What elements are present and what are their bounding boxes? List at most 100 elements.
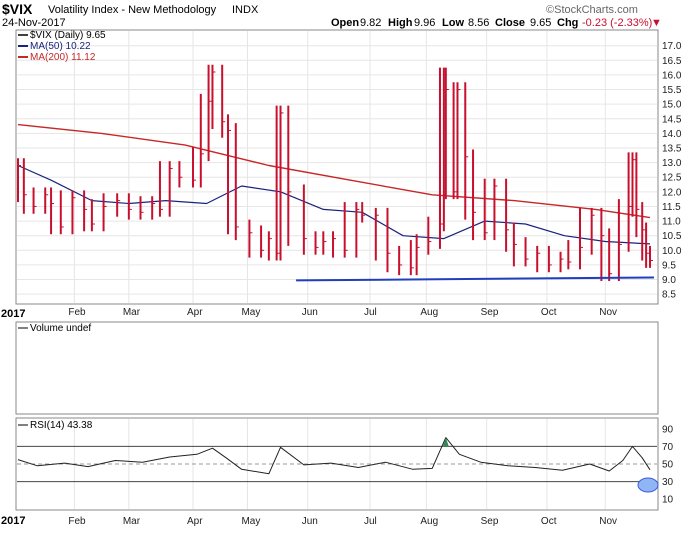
- price-ytick-label: 10.5: [662, 231, 682, 242]
- ma200-line: [17, 123, 651, 219]
- month-label-apr: Apr: [187, 307, 203, 318]
- price-bar: [50, 187, 55, 235]
- price-ytick-label: 12.5: [662, 173, 682, 184]
- price-bar: [512, 222, 517, 267]
- price-bar: [427, 216, 432, 255]
- open-label: Open: [331, 17, 359, 29]
- price-bar: [322, 231, 327, 255]
- price-ytick-label: 15.0: [662, 100, 682, 111]
- price-bar: [641, 202, 646, 261]
- legend-ma200: MA(200) 11.12: [30, 52, 96, 63]
- price-bar: [374, 207, 379, 261]
- price-grid: [17, 31, 657, 303]
- price-ytick-label: 12.0: [662, 187, 682, 198]
- price-bar: [267, 231, 272, 261]
- rsi-label: RSI(14) 43.38: [30, 420, 93, 431]
- price-ytick-label: 16.0: [662, 70, 682, 81]
- price-bar: [139, 196, 144, 220]
- price-bar: [386, 207, 391, 273]
- rsi-ytick-label: 70: [662, 442, 674, 453]
- price-bar: [275, 105, 280, 261]
- price-bar: [22, 158, 27, 214]
- volume-panel-frame: [15, 321, 659, 415]
- rsi-ytick-label: 50: [662, 460, 674, 471]
- close-label: Close: [495, 17, 525, 29]
- price-bar: [207, 64, 212, 162]
- price-bar: [649, 245, 653, 268]
- price-ytick-label: 17.0: [662, 41, 682, 52]
- price-bar: [464, 82, 469, 220]
- chg-value: -0.23 (-2.33%): [582, 17, 652, 29]
- price-bar: [102, 193, 107, 232]
- price-bar: [260, 225, 265, 258]
- price-bar: [192, 146, 197, 188]
- price-bar: [17, 158, 21, 203]
- price-bars-layer: [17, 64, 653, 281]
- high-label: High: [388, 17, 413, 29]
- rsi-ytick-label: 30: [662, 477, 674, 488]
- price-bar: [635, 152, 640, 238]
- rsi-panel: 10 30 50 70 90 RSI(14) 43.38: [15, 417, 674, 511]
- price-bar: [332, 231, 337, 258]
- volume-panel: Volume undef: [15, 321, 659, 415]
- price-bar: [567, 240, 572, 270]
- index-name: Volatility Index - New Methodology: [48, 4, 217, 16]
- price-ytick-label: 9.0: [662, 275, 676, 286]
- price-ytick-label: 9.5: [662, 260, 676, 271]
- high-value: 9.96: [414, 17, 435, 29]
- price-bar: [127, 193, 132, 220]
- price-bar: [178, 161, 183, 188]
- price-bar: [355, 202, 360, 258]
- price-bar: [343, 202, 348, 258]
- month-label-sep: Sep: [481, 307, 499, 318]
- price-panel: 8.5 9.0 9.5 10.0 10.5 11.0 11.5 12.0 12.5 13.0 13.…: [15, 29, 682, 305]
- chg-label: Chg: [557, 17, 578, 29]
- month-label-may: May: [241, 307, 260, 318]
- rsi-line: [17, 437, 651, 475]
- price-bar: [524, 237, 529, 267]
- price-bar: [590, 207, 595, 255]
- chart-date: 24-Nov-2017: [2, 17, 66, 29]
- month-label-aug: Aug: [420, 307, 438, 318]
- price-legend: $VIX (Daily) 9.65 MA(50) 10.22 MA(200) 1…: [18, 30, 106, 63]
- price-panel-frame: [15, 29, 659, 305]
- rsi-highlight-marker: [637, 477, 659, 493]
- chg-down-icon: ▼: [651, 17, 662, 29]
- price-bar: [287, 105, 292, 246]
- month-label-mar: Mar: [123, 516, 141, 527]
- price-bar: [279, 105, 284, 261]
- low-value: 8.56: [468, 17, 489, 29]
- price-bar: [32, 187, 37, 214]
- price-bar: [452, 82, 457, 200]
- price-bar: [71, 190, 76, 235]
- support-line: [296, 276, 655, 282]
- rsi-grid: [17, 419, 657, 509]
- price-bar: [234, 123, 239, 241]
- price-ytick-label: 14.5: [662, 114, 682, 125]
- price-bar: [314, 231, 319, 255]
- watermark: ©StockCharts.com: [546, 4, 638, 16]
- price-ytick-label: 13.0: [662, 158, 682, 169]
- price-bar: [44, 187, 49, 214]
- month-label-apr: Apr: [187, 516, 203, 527]
- price-bar: [617, 199, 622, 281]
- price-bar: [505, 178, 510, 252]
- rsi-overbought-fill: [442, 437, 449, 447]
- price-bar: [116, 193, 121, 217]
- month-label-jul: Jul: [364, 307, 377, 318]
- open-value: 9.82: [360, 17, 381, 29]
- price-bar: [608, 228, 613, 281]
- exchange-label: INDX: [232, 4, 259, 16]
- price-bar: [559, 251, 564, 273]
- month-label-feb: Feb: [68, 307, 86, 318]
- month-label-sep: Sep: [481, 516, 499, 527]
- price-ytick-label: 15.5: [662, 85, 682, 96]
- price-bar: [415, 234, 420, 276]
- price-ytick-label: 8.5: [662, 290, 676, 301]
- price-bar: [472, 149, 477, 241]
- price-bar: [398, 245, 403, 276]
- rsi-x-axis: Feb Mar Apr May Jun Jul Aug Sep Oct Nov: [68, 516, 617, 527]
- symbol-title: $VIX: [2, 1, 33, 17]
